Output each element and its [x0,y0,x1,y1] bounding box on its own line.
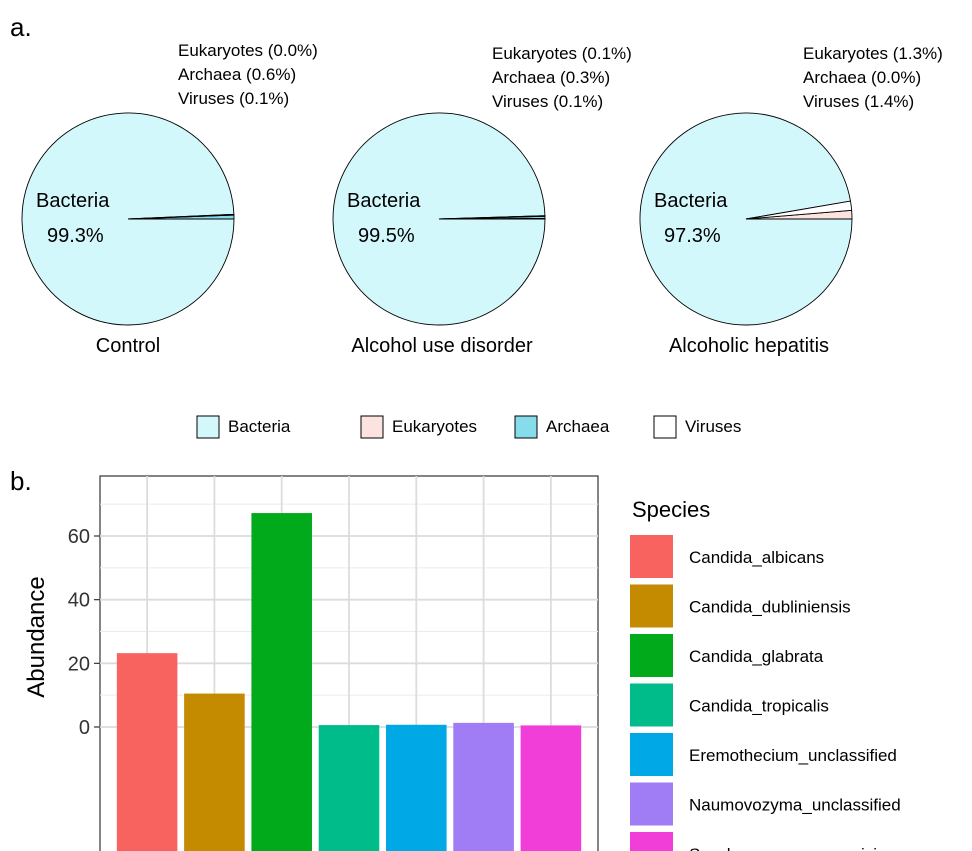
pie-main-value: 97.3% [664,225,721,247]
species-legend-label: Eremothecium_unclassified [689,746,897,765]
species-legend-swatch [630,535,673,578]
y-tick-label: 40 [68,590,90,612]
pie-slice-viruses [745,200,853,220]
pie-main-label: Bacteria [347,190,421,212]
pie-main-label: Bacteria [36,190,110,212]
pie-control: Bacteria 99.3% Eukaryotes (0.0%) Archaea (0… [21,41,318,357]
y-tick-label: 60 [68,526,90,548]
bar-eremothecium-unclassified [386,724,447,851]
species-legend-swatch [630,733,673,776]
bars [116,513,582,851]
species-legend-item-saccharomyces-cerevisiae: Saccharomyces_cerevisiae [630,832,896,851]
species-legend-item-candida-glabrata: Candida_glabrata [630,634,824,677]
pie-annotation: Viruses (0.1%) [178,89,289,108]
species-legend-title: Species [632,497,710,522]
pie-annotation: Archaea (0.3%) [492,68,610,87]
pie-annotation: Eukaryotes (1.3%) [803,44,943,63]
bar-candida-albicans [116,653,178,851]
bar-candida-tropicalis [318,725,380,851]
species-legend-label: Candida_glabrata [689,647,824,666]
species-legend-item-eremothecium-unclassified: Eremothecium_unclassified [630,733,897,776]
species-legend-swatch [630,683,673,727]
pie-slice-viruses [438,215,546,220]
bar-saccharomyces-cerevisiae [520,725,582,851]
species-legend-item-naumovozyma-unclassified: Naumovozyma_unclassified [630,782,901,826]
y-tick-label: 0 [79,717,90,739]
legend-label: Bacteria [228,417,291,436]
legend-swatch [360,415,384,439]
legend-swatch [196,415,220,439]
pie-main-label: Bacteria [654,190,728,212]
pie-annotation: Archaea (0.0%) [803,68,921,87]
legend-item-eukaryotes: Eukaryotes [360,415,477,439]
legend-label: Eukaryotes [392,417,477,436]
pie-main-value: 99.3% [47,225,104,247]
species-legend-item-candida-albicans: Candida_albicans [630,535,824,578]
y-axis-title: Abundance [23,576,50,697]
bar-candida-dubliniensis [184,693,245,851]
species-legend-swatch [630,584,673,628]
y-axis: 0 20 40 60 [68,526,100,739]
panel-b-label: b. [10,466,32,496]
pie-annotation: Eukaryotes (0.0%) [178,41,318,60]
species-legend-swatch [630,782,673,826]
species-legend-swatch [630,832,673,851]
legend-label: Viruses [685,417,741,436]
bar-naumovozyma-unclassified [453,722,514,851]
bar-chart: 0 20 40 60 Abundance [23,475,599,851]
species-legend-item-candida-tropicalis: Candida_tropicalis [630,683,829,727]
pie-legend: Bacteria Eukaryotes Archaea Viruses [196,415,741,439]
species-legend-label: Saccharomyces_cerevisiae [689,845,896,851]
pie-caption: Alcohol use disorder [351,335,533,357]
pie-caption: Alcoholic hepatitis [669,335,829,357]
pie-annotation: Archaea (0.6%) [178,65,296,84]
legend-item-archaea: Archaea [514,415,610,439]
pie-alcohol-use-disorder: Bacteria 99.5% Eukaryotes (0.1%) Archaea (0… [332,44,632,357]
species-legend: Species Candida_albicans Candida_dublinie… [630,497,901,851]
legend-item-bacteria: Bacteria [196,415,291,439]
species-legend-label: Candida_tropicalis [689,697,829,716]
pie-main-value: 99.5% [358,225,415,247]
pie-slice-viruses [127,213,235,220]
pie-caption: Control [96,335,160,357]
legend-label: Archaea [546,417,610,436]
bar-candida-glabrata [251,513,312,851]
species-legend-label: Candida_albicans [689,548,824,567]
y-tick-label: 20 [68,653,90,675]
pie-annotation: Viruses (0.1%) [492,92,603,111]
species-legend-label: Naumovozyma_unclassified [689,796,901,815]
pie-annotation: Eukaryotes (0.1%) [492,44,632,63]
species-legend-item-candida-dubliniensis: Candida_dubliniensis [630,584,851,628]
pie-annotation: Viruses (1.4%) [803,92,914,111]
legend-swatch [514,415,538,439]
legend-item-viruses: Viruses [653,415,741,439]
pie-alcoholic-hepatitis: Bacteria 97.3% Eukaryotes (1.3%) Archaea (0… [639,44,943,357]
legend-swatch [653,415,677,439]
pie-charts: Bacteria 99.3% Eukaryotes (0.0%) Archaea (0… [21,41,943,357]
species-legend-swatch [630,634,673,677]
species-legend-label: Candida_dubliniensis [689,598,851,617]
panel-a-label: a. [10,12,32,42]
